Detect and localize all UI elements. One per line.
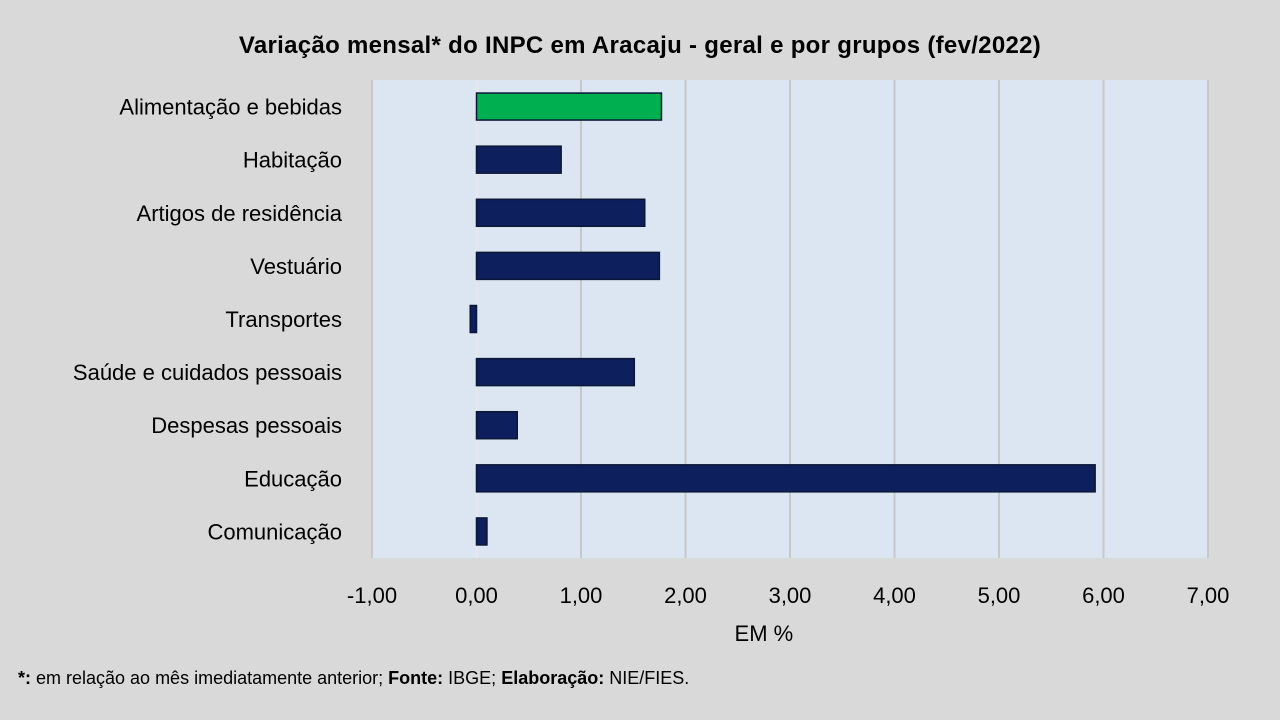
footnote-source-label: Fonte: (388, 668, 444, 688)
category-label: Educação (244, 466, 342, 491)
footnote-source-text: IBGE; (443, 668, 502, 688)
bar (475, 145, 562, 174)
category-label: Despesas pessoais (151, 413, 342, 438)
x-tick-label: 4,00 (873, 583, 916, 608)
bar (475, 464, 1096, 493)
footnote-star-text: em relação ao mês imediatamente anterior… (31, 668, 389, 688)
x-tick-label: 5,00 (978, 583, 1021, 608)
bar (475, 517, 488, 546)
x-tick-label: 6,00 (1082, 583, 1125, 608)
category-label: Alimentação e bebidas (119, 95, 342, 120)
x-tick-label: 3,00 (769, 583, 812, 608)
bar (475, 251, 661, 281)
bar (475, 357, 636, 387)
bar (469, 304, 478, 334)
x-tick-label: 1,00 (560, 583, 603, 608)
footnote-author-text: NIE/FIES. (604, 668, 690, 688)
footnote-star-label: *: (18, 668, 31, 688)
bars (469, 92, 1096, 546)
bar (475, 92, 663, 121)
x-tick-label: 7,00 (1187, 583, 1230, 608)
category-labels: Alimentação e bebidas Habitação Artigos de… (73, 95, 343, 545)
x-tick-label: 0,00 (455, 583, 498, 608)
category-label: Transportes (225, 307, 342, 332)
bar (475, 198, 646, 228)
x-axis-label: EM % (735, 621, 794, 646)
footnote: *: em relação ao mês imediatamente anter… (18, 668, 689, 689)
bar-chart: Alimentação e bebidas Habitação Artigos de… (73, 80, 1229, 646)
x-tick-label: -1,00 (347, 583, 397, 608)
category-label: Vestuário (250, 254, 342, 279)
chart-title: Variação mensal* do INPC em Aracaju - ge… (238, 32, 1042, 59)
category-label: Saúde e cuidados pessoais (73, 360, 342, 385)
footnote-author-label: Elaboração: (501, 668, 605, 688)
category-label: Artigos de residência (137, 201, 343, 226)
x-tick-label: 2,00 (664, 583, 707, 608)
category-label: Comunicação (207, 519, 342, 544)
x-tick-labels: -1,00 0,00 1,00 2,00 3,00 4,00 5,00 6,00 7,00 (347, 583, 1229, 608)
category-label: Habitação (243, 148, 342, 173)
bar (475, 410, 519, 440)
